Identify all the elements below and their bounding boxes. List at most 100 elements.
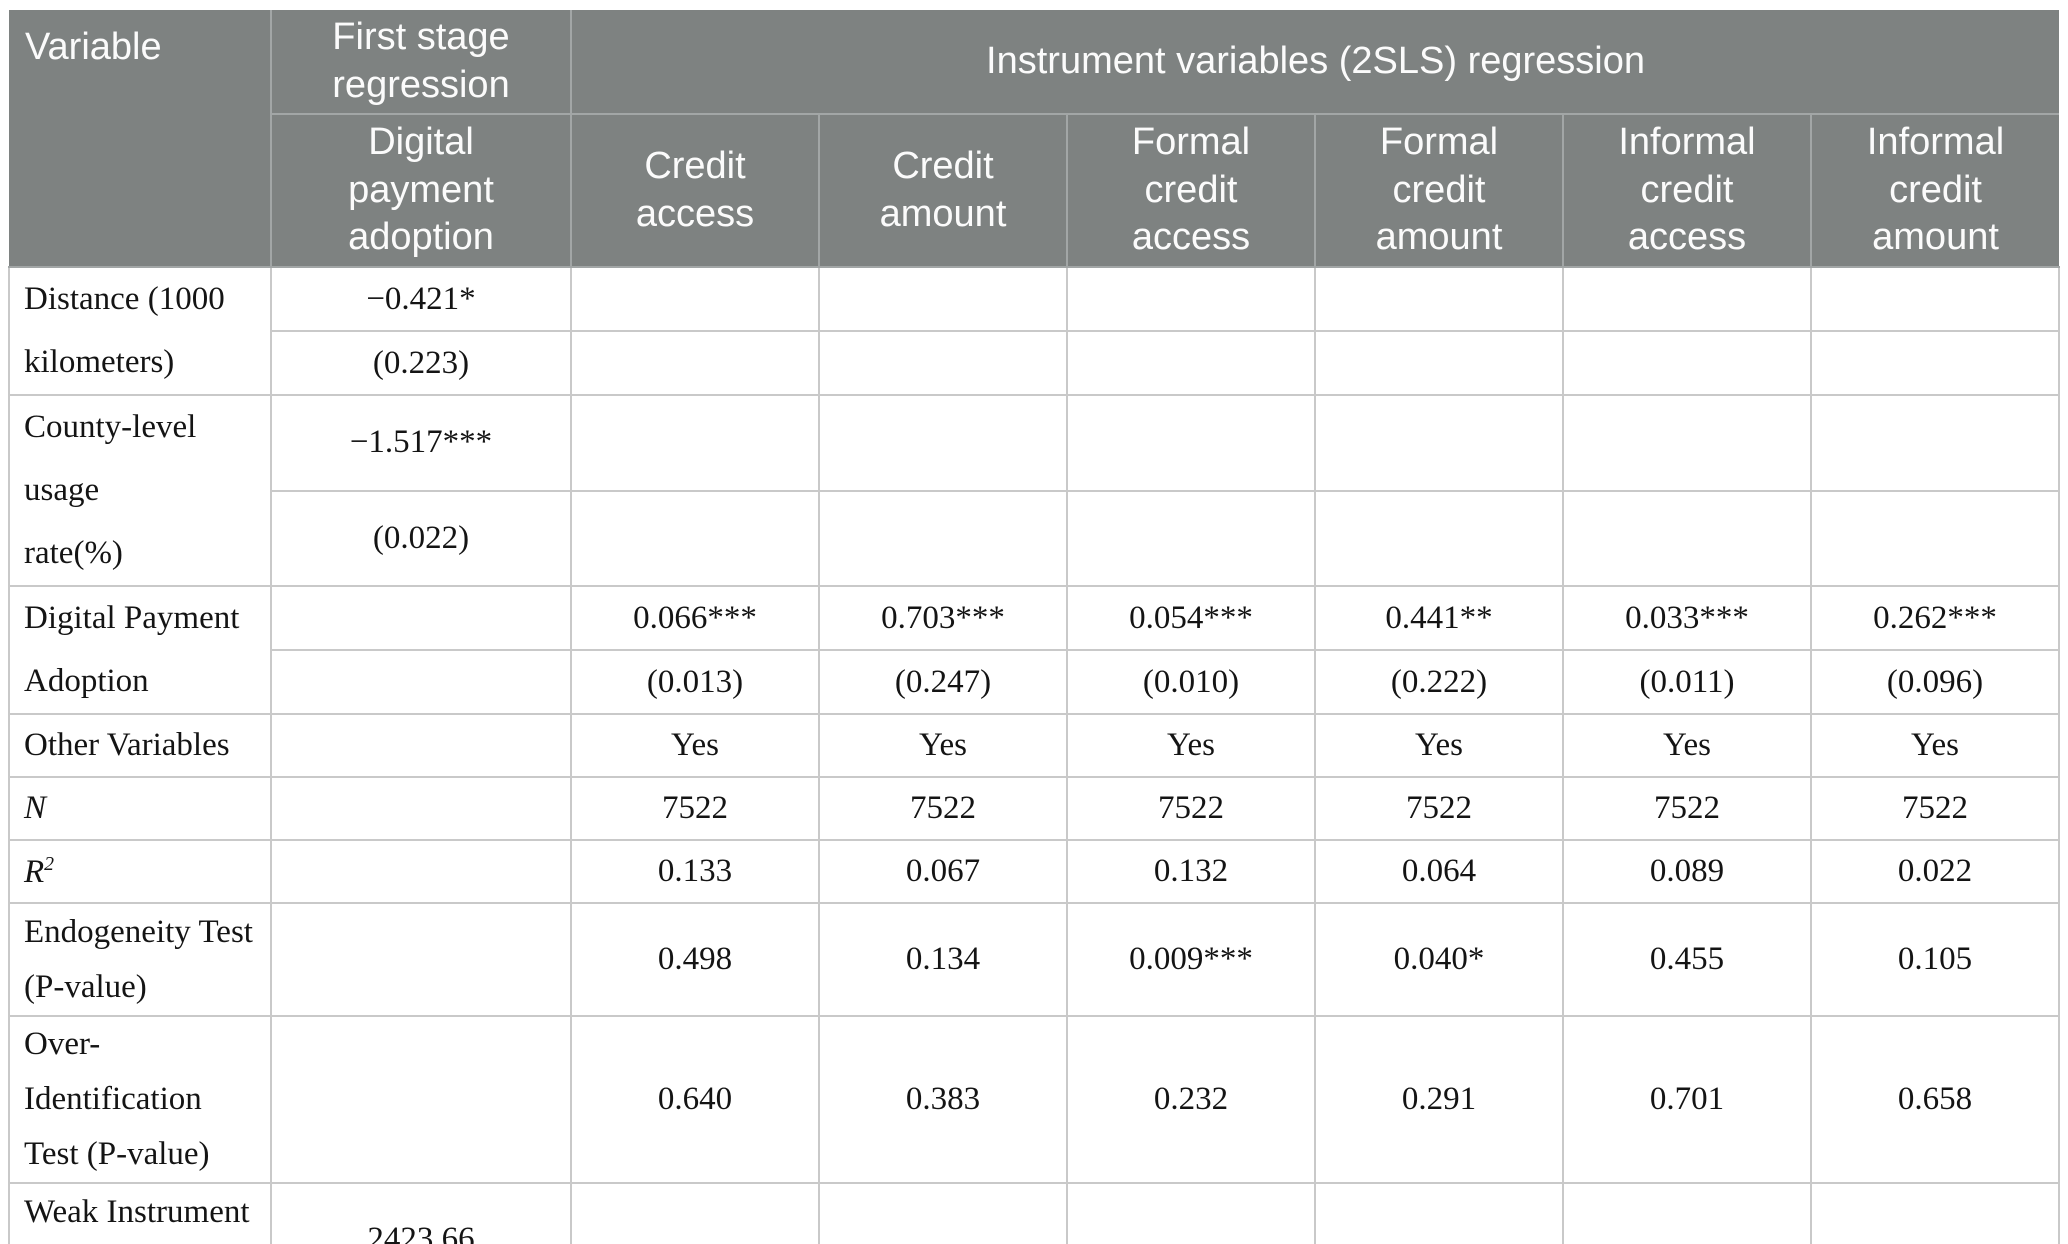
empty-cell: [1809, 394, 2061, 492]
row-label-weak-instrument-test: Weak Instrument Test (F-statistic): [8, 1182, 272, 1244]
row-distance-se: (0.223): [9, 330, 2061, 396]
cell-n-6: 7522: [1809, 776, 2061, 841]
cell-dpa-coef-credit-amount: 0.703***: [818, 585, 1068, 651]
empty-cell: [1066, 490, 1316, 587]
cell-endogeneity-3: 0.009***: [1066, 902, 1316, 1017]
cell-overid-4: 0.291: [1314, 1015, 1564, 1184]
row-label-distance: Distance (1000 kilometers): [8, 266, 272, 396]
empty-cell: [570, 266, 820, 332]
row-label-n: N: [8, 776, 272, 841]
empty-cell: [818, 266, 1068, 332]
cell-other-3: Yes: [1066, 713, 1316, 778]
cell-dpa-se-informal-credit-access: (0.011): [1562, 649, 1812, 715]
cell-dpa-se-credit-amount: (0.247): [818, 649, 1068, 715]
cell-distance-first-stage-coef: −0.421*: [270, 266, 572, 332]
cell-overid-2: 0.383: [818, 1015, 1068, 1184]
empty-cell: [1314, 266, 1564, 332]
table-header: Variable First stage regression Instrume…: [9, 10, 2060, 268]
cell-dpa-se-formal-credit-access: (0.010): [1066, 649, 1316, 715]
empty-cell: [1809, 266, 2061, 332]
cell-other-1: Yes: [570, 713, 820, 778]
row-label-r2: R2: [8, 839, 272, 904]
empty-cell: [1066, 1182, 1316, 1244]
cell-dpa-se-formal-credit-amount: (0.222): [1314, 649, 1564, 715]
cell-dpa-coef-credit-access: 0.066***: [570, 585, 820, 651]
cell-n-4: 7522: [1314, 776, 1564, 841]
header-first-stage: First stage regression: [270, 10, 572, 115]
cell-dpa-coef-formal-credit-amount: 0.441**: [1314, 585, 1564, 651]
cell-dpa-coef-informal-credit-access: 0.033***: [1562, 585, 1812, 651]
header-iv-group: Instrument variables (2SLS) regression: [569, 10, 2060, 115]
cell-overid-3: 0.232: [1066, 1015, 1316, 1184]
label-line: Endogeneity Test: [24, 913, 253, 950]
label-line: Adoption: [24, 663, 149, 699]
empty-cell: [1562, 1182, 1812, 1244]
cell-n-5: 7522: [1562, 776, 1812, 841]
label-line: Test (F-statistic): [24, 1240, 260, 1244]
cell-n-1: 7522: [570, 776, 820, 841]
cell-r2-6: 0.022: [1809, 839, 2061, 904]
row-label-county-usage-rate: County-level usage rate(%): [8, 394, 272, 587]
empty-cell: [818, 330, 1068, 396]
label-line: (P-value): [24, 968, 147, 1005]
label-line: Distance (1000: [24, 281, 225, 317]
empty-cell: [818, 1182, 1068, 1244]
empty-cell: [1562, 266, 1812, 332]
cell-overid-6: 0.658: [1809, 1015, 2061, 1184]
header-col-formal-credit-access: Formal credit access: [1066, 113, 1316, 268]
cell-dpa-coef-formal-credit-access: 0.054***: [1066, 585, 1316, 651]
cell-other-6: Yes: [1809, 713, 2061, 778]
label-r2-sup: 2: [44, 852, 55, 875]
row-dpa-coef: Digital Payment Adoption 0.066*** 0.703*…: [8, 585, 2061, 715]
cell-r2-3: 0.132: [1066, 839, 1316, 904]
empty-cell: [1562, 490, 1812, 587]
cell-r2-2: 0.067: [818, 839, 1068, 904]
label-line: Test (P-value): [24, 1136, 210, 1172]
empty-cell: [1314, 1182, 1564, 1244]
cell-endogeneity-5: 0.455: [1562, 902, 1812, 1017]
row-weak-instrument-test: Weak Instrument Test (F-statistic) 2423.…: [8, 1182, 2061, 1244]
label-line: kilometers): [24, 344, 175, 380]
empty-cell: [570, 490, 820, 587]
row-overid-test: Over-Identification Test (P-value) 0.640…: [8, 1015, 2061, 1184]
table-body: Distance (1000 kilometers) −0.421* (0.22…: [8, 266, 2061, 1244]
empty-cell: [1809, 1182, 2061, 1244]
cell-overid-1: 0.640: [570, 1015, 820, 1184]
label-line: Over-Identification: [24, 1026, 202, 1117]
empty-cell: [1314, 394, 1564, 492]
empty-cell: [270, 776, 572, 841]
cell-distance-first-stage-se: (0.223): [270, 330, 572, 396]
row-label-overid-test: Over-Identification Test (P-value): [8, 1015, 272, 1184]
cell-dpa-coef-informal-credit-amount: 0.262***: [1809, 585, 2061, 651]
header-col-digital-payment-adoption: Digital payment adoption: [270, 113, 572, 268]
empty-cell: [570, 394, 820, 492]
empty-cell: [570, 330, 820, 396]
label-line: Weak Instrument: [24, 1193, 250, 1230]
cell-endogeneity-6: 0.105: [1809, 902, 2061, 1017]
header-col-credit-access: Credit access: [570, 113, 820, 268]
cell-dpa-se-credit-access: (0.013): [570, 649, 820, 715]
header-col-informal-credit-access: Informal credit access: [1562, 113, 1812, 268]
empty-cell: [1314, 490, 1564, 587]
empty-cell: [1562, 330, 1812, 396]
empty-cell: [1809, 490, 2061, 587]
label-line: County-level usage: [24, 409, 197, 508]
cell-county-first-stage-coef: −1.517***: [270, 394, 572, 492]
cell-county-first-stage-se: (0.022): [270, 490, 572, 587]
row-dpa-se: (0.013) (0.247) (0.010) (0.222) (0.011) …: [9, 649, 2061, 715]
empty-cell: [1066, 330, 1316, 396]
empty-cell: [818, 394, 1068, 492]
cell-n-2: 7522: [818, 776, 1068, 841]
row-label-digital-payment-adoption: Digital Payment Adoption: [8, 585, 272, 715]
label-line: rate(%): [24, 535, 123, 571]
row-r2: R2 0.133 0.067 0.132 0.064 0.089 0.022: [8, 839, 2061, 904]
empty-cell: [270, 649, 572, 715]
row-endogeneity-test: Endogeneity Test (P-value) 0.498 0.134 0…: [8, 902, 2061, 1017]
empty-cell: [1314, 330, 1564, 396]
cell-endogeneity-1: 0.498: [570, 902, 820, 1017]
row-distance-coef: Distance (1000 kilometers) −0.421*: [8, 266, 2061, 396]
empty-cell: [1066, 394, 1316, 492]
row-n: N 7522 7522 7522 7522 7522 7522: [8, 776, 2061, 841]
cell-other-2: Yes: [818, 713, 1068, 778]
